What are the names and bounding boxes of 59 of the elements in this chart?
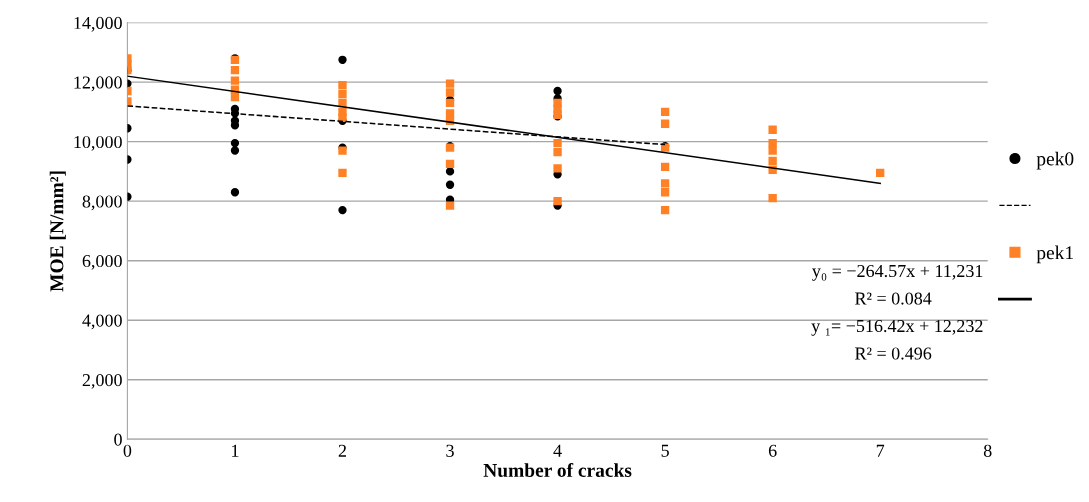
x-tick-label: 6 (768, 444, 777, 457)
x-tick-label: 3 (446, 444, 454, 457)
point (230, 76, 240, 85)
point (876, 168, 885, 178)
y-tick-label: 0 (114, 433, 122, 446)
y-tick-label: 8,000 (82, 195, 122, 211)
point (338, 55, 347, 64)
point (553, 164, 562, 173)
x-tick-label: 1 (232, 444, 239, 457)
annotation: y ₁= −516.42x + 12,232 (811, 319, 983, 336)
point (230, 146, 240, 155)
point (230, 66, 240, 75)
point (553, 147, 562, 157)
legend-label: pek0 (1036, 151, 1074, 170)
point (445, 180, 455, 189)
point (445, 167, 455, 176)
point (338, 205, 347, 215)
point (338, 89, 347, 99)
point (660, 107, 670, 117)
x-tick-label: 2 (338, 444, 347, 457)
point (230, 188, 240, 197)
legend-label: pek1 (1036, 245, 1073, 264)
y-tick-label: 10,000 (74, 135, 122, 151)
point (445, 88, 455, 97)
y-tick-label: 4,000 (82, 314, 122, 330)
point (768, 125, 777, 134)
point (768, 146, 777, 155)
point (768, 156, 777, 166)
point (660, 205, 670, 215)
y-tick-label: 6,000 (82, 254, 122, 270)
point (338, 80, 347, 90)
x-tick-label: 5 (661, 444, 669, 457)
annotation: R² = 0.496 (855, 347, 932, 360)
x-tick-label: 8 (983, 444, 992, 457)
point (553, 86, 562, 96)
point (660, 119, 670, 128)
x-tick-label: 7 (876, 444, 885, 457)
y-axis-title: MOE [N/mm²] (49, 171, 66, 292)
x-tick-label: 0 (123, 444, 132, 457)
point (230, 138, 240, 148)
point (768, 194, 777, 203)
point (338, 168, 347, 178)
point (230, 121, 240, 130)
point (230, 92, 240, 102)
y-tick-label: 2,000 (82, 373, 122, 389)
point (660, 188, 670, 197)
point (445, 159, 455, 169)
y-tick-label: 14,000 (74, 16, 122, 32)
x-tick-label: 4 (553, 444, 562, 457)
y-tick-label: 12,000 (74, 76, 122, 92)
point (553, 138, 562, 148)
point (660, 179, 670, 188)
point (445, 201, 455, 210)
annotation: y₀ = −264.57x + 11,231 (812, 264, 983, 281)
annotation: R² = 0.084 (855, 292, 932, 305)
point (660, 162, 670, 172)
point (553, 196, 562, 206)
point (445, 79, 455, 88)
x-axis-title: Number of cracks (483, 463, 632, 477)
